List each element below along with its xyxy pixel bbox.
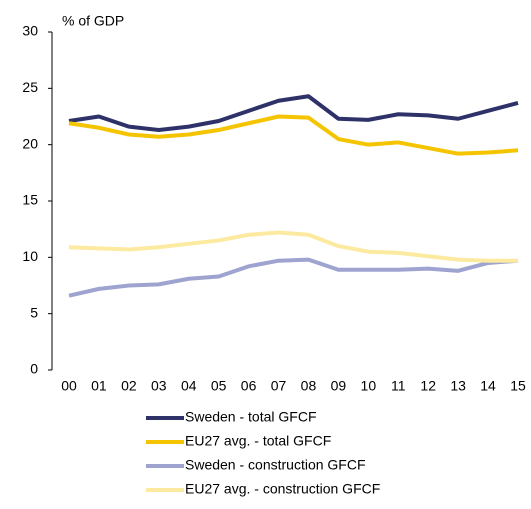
x-tick-label: 15 bbox=[510, 378, 526, 394]
y-tick-label: 25 bbox=[22, 79, 38, 95]
series-line bbox=[68, 114, 519, 156]
legend-label: EU27 avg. - total GFCF bbox=[185, 433, 331, 449]
y-tick-label: 30 bbox=[22, 23, 38, 39]
legend-label: Sweden - total GFCF bbox=[185, 409, 317, 425]
y-tick-label: 0 bbox=[30, 361, 38, 377]
x-tick-label: 04 bbox=[181, 378, 197, 394]
x-tick-label: 03 bbox=[151, 378, 167, 394]
x-tick-label: 13 bbox=[450, 378, 466, 394]
legend-label: EU27 avg. - construction GFCF bbox=[185, 481, 380, 497]
y-tick-label: 5 bbox=[30, 304, 38, 320]
x-tick-label: 14 bbox=[480, 378, 496, 394]
x-tick-label: 06 bbox=[241, 378, 257, 394]
x-tick-label: 11 bbox=[391, 378, 406, 394]
x-tick-label: 07 bbox=[271, 378, 287, 394]
legend-label: Sweden - construction GFCF bbox=[185, 457, 366, 473]
x-tick-label: 05 bbox=[211, 378, 227, 394]
series-line bbox=[68, 230, 518, 263]
series-line bbox=[68, 94, 519, 133]
x-tick-label: 10 bbox=[361, 378, 377, 394]
y-axis-label: % of GDP bbox=[62, 13, 124, 29]
x-tick-label: 08 bbox=[301, 378, 317, 394]
y-tick-label: 20 bbox=[22, 135, 38, 151]
x-tick-label: 02 bbox=[121, 378, 137, 394]
x-tick-label: 01 bbox=[91, 378, 107, 394]
series-line bbox=[68, 257, 519, 298]
x-tick-label: 09 bbox=[331, 378, 347, 394]
x-tick-label: 00 bbox=[61, 378, 77, 394]
y-tick-label: 10 bbox=[22, 248, 38, 264]
y-tick-label: 15 bbox=[22, 192, 38, 208]
x-tick-label: 12 bbox=[420, 378, 436, 394]
